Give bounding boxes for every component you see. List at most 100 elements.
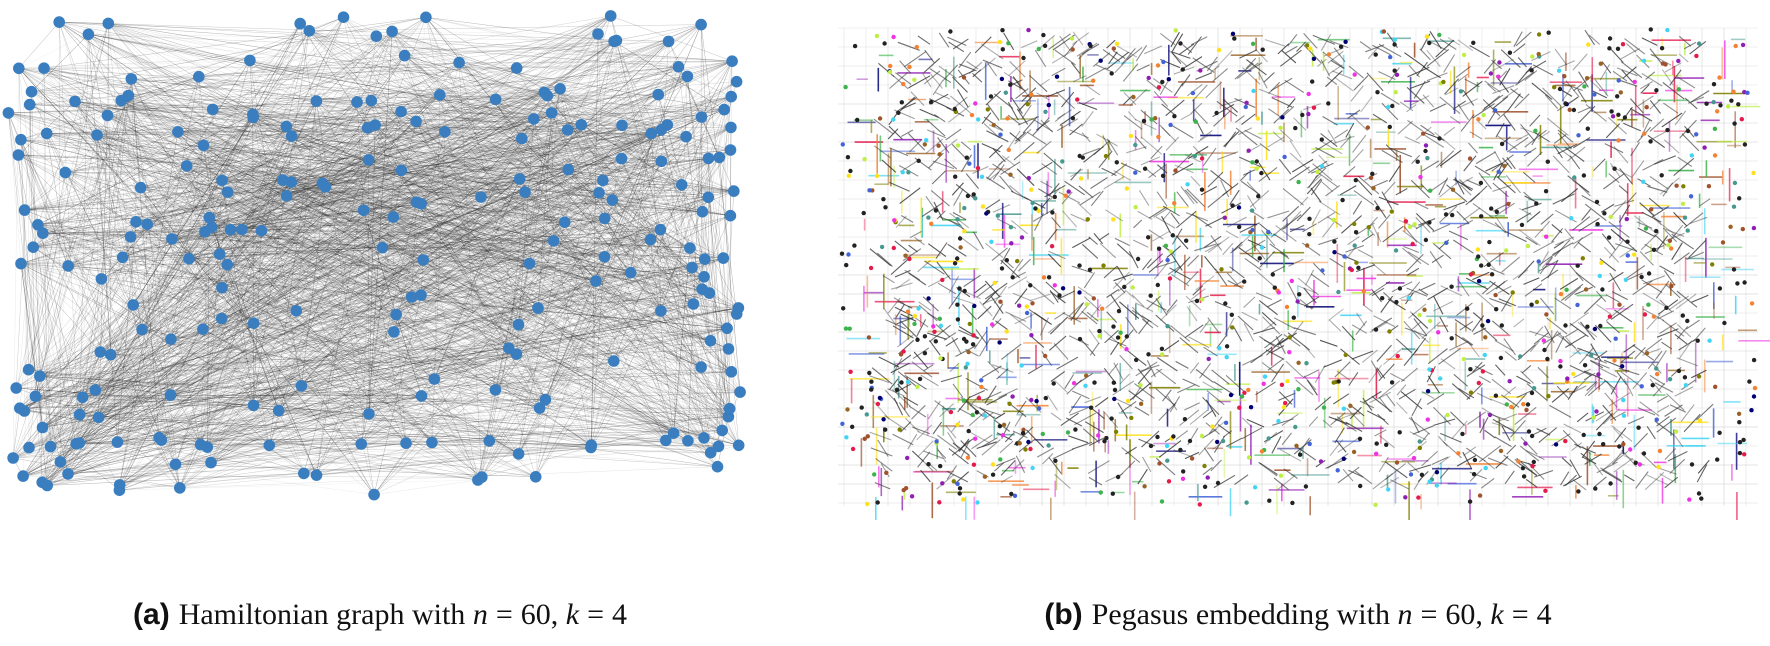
coupler-edge	[1673, 157, 1695, 177]
coupler-edge	[1078, 102, 1098, 111]
coupler-edge	[1657, 310, 1675, 320]
coupler-edge	[1487, 457, 1508, 467]
graph-node	[489, 384, 502, 396]
graph-edge	[481, 276, 705, 478]
graph-edge	[495, 109, 725, 391]
graph-edge	[142, 329, 478, 481]
coupler-edge	[1608, 221, 1630, 238]
graph-edge	[368, 159, 597, 282]
coupler-edge	[996, 457, 1016, 467]
coupler-edge	[1195, 72, 1213, 80]
graph-edge	[20, 139, 176, 465]
graph-edge	[367, 127, 739, 309]
graph-edge	[198, 76, 731, 216]
graph-edge	[42, 76, 688, 428]
graph-edge	[303, 111, 402, 474]
coupler-edge	[1589, 359, 1610, 369]
coupler-edge	[1419, 48, 1431, 61]
coupler-edge	[1056, 356, 1079, 370]
graph-node	[687, 298, 700, 310]
coupler-edge	[1581, 440, 1596, 458]
coupler-edge	[1621, 106, 1633, 122]
coupler-edge	[1386, 394, 1396, 407]
graph-edge	[286, 157, 720, 197]
graph-edge	[211, 129, 568, 228]
graph-edge	[117, 328, 728, 443]
graph-edge	[24, 17, 427, 412]
graph-edge	[207, 440, 490, 448]
graph-edge	[203, 145, 412, 298]
coupler-edge	[1562, 82, 1583, 92]
coupler-edge	[1332, 393, 1350, 405]
coupler-edge	[1699, 198, 1711, 207]
coupler-edge	[1339, 185, 1357, 196]
coupler-edge	[1590, 343, 1602, 362]
graph-edge	[28, 178, 520, 448]
graph-edge	[65, 172, 605, 258]
graph-edge	[42, 221, 137, 234]
coupler-edge	[1432, 300, 1454, 312]
graph-edge	[79, 34, 89, 415]
graph-edge	[108, 23, 397, 315]
graph-edge	[128, 95, 254, 406]
graph-node	[216, 174, 228, 187]
graph-edge	[88, 34, 623, 126]
graph-edge	[221, 180, 536, 477]
graph-edge	[177, 131, 734, 192]
graph-edge	[12, 112, 552, 459]
graph-node	[169, 458, 182, 471]
coupler-edge	[1345, 421, 1363, 432]
graph-edge	[291, 109, 725, 183]
coupler-edge	[1267, 358, 1284, 371]
coupler-edge	[1123, 115, 1143, 130]
graph-edge	[101, 278, 181, 488]
coupler-edge	[1226, 272, 1239, 286]
graph-node	[686, 261, 698, 274]
graph-edge	[29, 104, 687, 137]
graph-edge	[35, 391, 741, 397]
coupler-edge	[1515, 212, 1532, 223]
coupler-edge	[1188, 295, 1209, 304]
coupler-edge	[1155, 297, 1168, 316]
coupler-edge	[1385, 463, 1406, 481]
coupler-edge	[1689, 40, 1707, 55]
graph-edge	[495, 389, 718, 467]
graph-edge	[423, 239, 651, 261]
graph-edge	[170, 183, 323, 340]
coupler-edge	[1671, 233, 1695, 250]
graph-edge	[282, 179, 682, 186]
graph-edge	[480, 196, 597, 282]
coupler-edge	[1344, 166, 1356, 177]
graph-edge	[24, 184, 682, 412]
graph-edge	[278, 178, 520, 411]
coupler-edge	[912, 347, 930, 360]
graph-edge	[219, 253, 546, 400]
graph-edge	[31, 91, 137, 222]
coupler-edge	[1159, 124, 1171, 137]
graph-edge	[209, 217, 732, 373]
graph-edge	[170, 347, 509, 396]
pegasus-couplers	[868, 29, 1714, 491]
coupler-edge	[1278, 391, 1293, 405]
graph-edge	[107, 115, 407, 444]
coupler-edge	[1071, 390, 1090, 400]
graph-node	[295, 380, 308, 392]
graph-edge	[650, 239, 674, 434]
graph-edge	[119, 178, 520, 491]
graph-node	[476, 471, 488, 483]
graph-edge	[23, 475, 482, 478]
graph-edge	[547, 95, 661, 230]
graph-edge	[316, 100, 358, 103]
graph-edge	[687, 76, 729, 417]
graph-edge	[411, 202, 417, 298]
graph-edge	[188, 201, 417, 259]
graph-edge	[685, 136, 729, 349]
coupler-edge	[1101, 167, 1117, 176]
coupler-edge	[1472, 361, 1483, 373]
graph-edge	[18, 68, 283, 181]
coupler-edge	[1244, 257, 1262, 271]
graph-edge	[107, 115, 496, 391]
coupler-edge	[1444, 78, 1460, 95]
graph-edge	[718, 258, 724, 447]
graph-edge	[46, 109, 725, 134]
